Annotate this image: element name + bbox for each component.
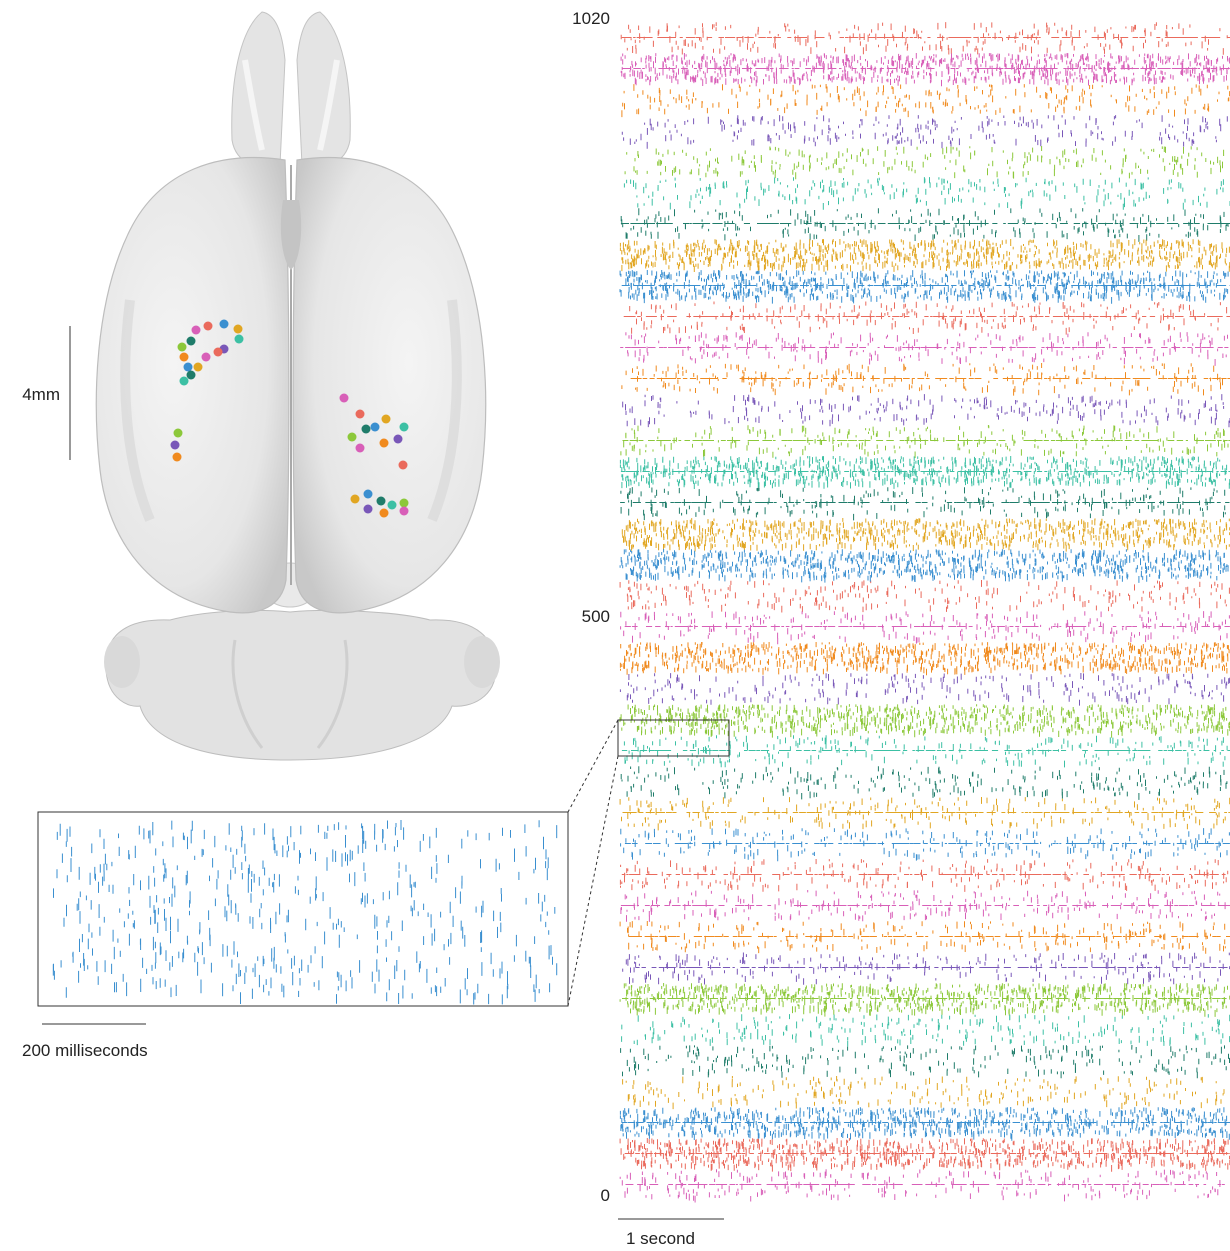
probe-dot [173, 428, 183, 438]
probe-dot [399, 498, 409, 508]
raster-band-spikes [619, 53, 1230, 1203]
probe-dot [355, 409, 365, 419]
brain-scale-label: 4mm [22, 385, 60, 404]
probe-dot [363, 489, 373, 499]
probe-dot [186, 336, 196, 346]
inset-frame [37, 811, 569, 1007]
y-tick-1020: 1020 [572, 9, 610, 28]
raster-bands [619, 22, 1230, 1203]
probe-dot [191, 325, 201, 335]
inset-spikes [52, 820, 558, 1005]
probe-dot [393, 434, 403, 444]
probe-dot [203, 321, 213, 331]
raster-band-spikes [619, 177, 1230, 1047]
probe-dot [355, 443, 365, 453]
probe-dot [183, 362, 193, 372]
raster-band-spikes [619, 22, 1230, 1172]
probe-dot [350, 494, 360, 504]
probe-dot [219, 319, 229, 329]
probe-dot [179, 352, 189, 362]
probe-dot [363, 504, 373, 514]
probe-dot [347, 432, 357, 442]
probe-dot [170, 440, 180, 450]
raster-band-spikes [620, 208, 1230, 1079]
zoom-connector [567, 719, 619, 1007]
probe-dot [379, 438, 389, 448]
cerebellum [105, 609, 497, 761]
probe-dot [370, 422, 380, 432]
raster-band-spikes [619, 270, 1230, 1141]
probe-dot [213, 347, 223, 357]
probe-dot [339, 393, 349, 403]
probe-dot [381, 414, 391, 424]
brain-illustration [95, 11, 500, 761]
probe-dot [399, 506, 409, 516]
brain-scale-bar: 4mm [22, 326, 71, 460]
y-tick-500: 500 [582, 607, 610, 626]
inset-scale-label: 200 milliseconds [22, 1041, 148, 1060]
probe-dot [399, 422, 409, 432]
probe-dot [177, 342, 187, 352]
probe-dots [170, 319, 409, 518]
probe-dot [201, 352, 211, 362]
probe-dot [234, 334, 244, 344]
raster-plot: 1020 500 0 1 second [572, 9, 1230, 1248]
probe-dot [172, 452, 182, 462]
probe-dot [398, 460, 408, 470]
zoom-highlight-box [617, 719, 730, 757]
raster-band-spikes [619, 84, 1230, 954]
raster-band-spikes [619, 115, 1230, 985]
inset-raster: 200 milliseconds [22, 811, 569, 1060]
probe-dot [233, 324, 243, 334]
probe-dot [379, 508, 389, 518]
probe-dot [186, 370, 196, 380]
raster-band-spikes [619, 239, 1230, 1110]
time-scale-label: 1 second [626, 1229, 695, 1248]
y-tick-0: 0 [601, 1186, 610, 1205]
probe-dot [179, 376, 189, 386]
inset-spike-marks [52, 820, 558, 1005]
probe-dot [361, 424, 371, 434]
probe-dot [376, 496, 386, 506]
probe-dot [387, 500, 397, 510]
probe-dot [193, 362, 203, 372]
